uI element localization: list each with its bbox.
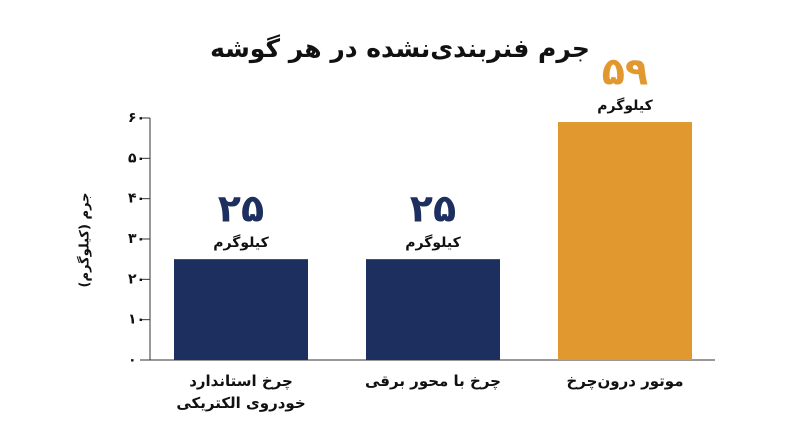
y-tick-label: ۵۰ (128, 150, 145, 166)
y-axis-label: جرم (کیلوگرم) (77, 193, 93, 288)
bar (558, 122, 692, 361)
x-tick-label-box: چرخ با محور برقی (365, 372, 501, 390)
y-tick-label: ۴۰ (128, 191, 145, 207)
value-label: ۵۹ (602, 50, 648, 94)
x-tick-label: موتور درون‌چرخ (566, 372, 684, 390)
x-tick-label-box: چرخ استاندارد خودروی الکتریکی (176, 372, 306, 412)
bar (174, 259, 308, 360)
x-tick-label-box: موتور درون‌چرخ (566, 372, 684, 390)
value-unit: کیلوگرم (405, 234, 461, 251)
y-tick-label: ۱۰ (128, 312, 145, 328)
y-tick-label: ۲۰ (128, 271, 145, 287)
y-tick-label: ۳۰ (128, 231, 145, 247)
value-unit: کیلوگرم (597, 97, 653, 114)
value-unit: کیلوگرم (213, 234, 269, 251)
y-tick-label: ۶۰ (128, 110, 145, 126)
value-label: ۲۵ (410, 187, 456, 231)
value-label: ۲۵ (218, 187, 264, 231)
chart-title: جرم فنربندی‌نشده در هر گوشه (210, 34, 590, 64)
x-tick-label: چرخ استاندارد خودروی الکتریکی (176, 372, 306, 412)
x-tick-label: چرخ با محور برقی (365, 372, 501, 390)
bar (366, 259, 500, 360)
y-tick-label: ۰ (128, 352, 137, 368)
